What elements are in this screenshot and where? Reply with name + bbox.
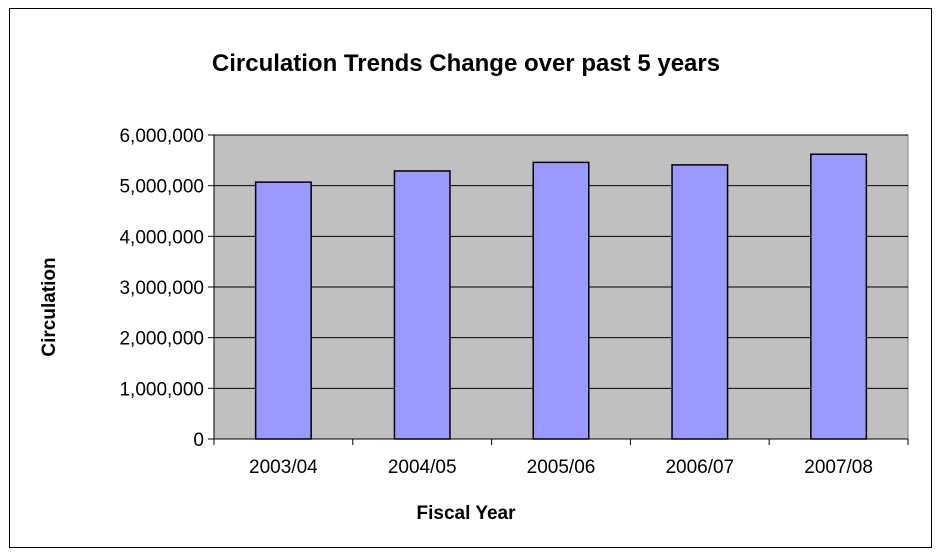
y-tick-label: 5,000,000	[119, 177, 204, 198]
x-axis-title: Fiscal Year	[417, 503, 517, 524]
x-tick-label: 2005/06	[527, 457, 596, 478]
chart-svg: Circulation Trends Change over past 5 ye…	[39, 50, 909, 524]
x-tick-label: 2006/07	[665, 457, 734, 478]
y-tick-label: 0	[193, 430, 204, 451]
y-tick-label: 3,000,000	[119, 278, 204, 299]
x-tick-label: 2007/08	[804, 457, 873, 478]
x-tick-label: 2004/05	[388, 457, 457, 478]
chart-frame: Circulation Trends Change over past 5 ye…	[9, 8, 932, 548]
y-tick-label: 1,000,000	[119, 379, 204, 400]
bar	[393, 170, 451, 440]
bar	[532, 161, 590, 440]
bar	[810, 153, 868, 440]
y-tick-label: 2,000,000	[119, 329, 204, 350]
y-tick-label: 4,000,000	[119, 227, 204, 248]
x-tick-label: 2003/04	[249, 457, 318, 478]
y-axis-title: Circulation	[39, 257, 60, 356]
chart-title: Circulation Trends Change over past 5 ye…	[212, 50, 720, 77]
plot-area: 0 1,000,000 2,000,000 3,000,000 4,000,000 5,0…	[119, 126, 909, 478]
bar	[254, 181, 312, 440]
y-tick-label: 6,000,000	[119, 126, 204, 147]
bar	[671, 164, 729, 440]
